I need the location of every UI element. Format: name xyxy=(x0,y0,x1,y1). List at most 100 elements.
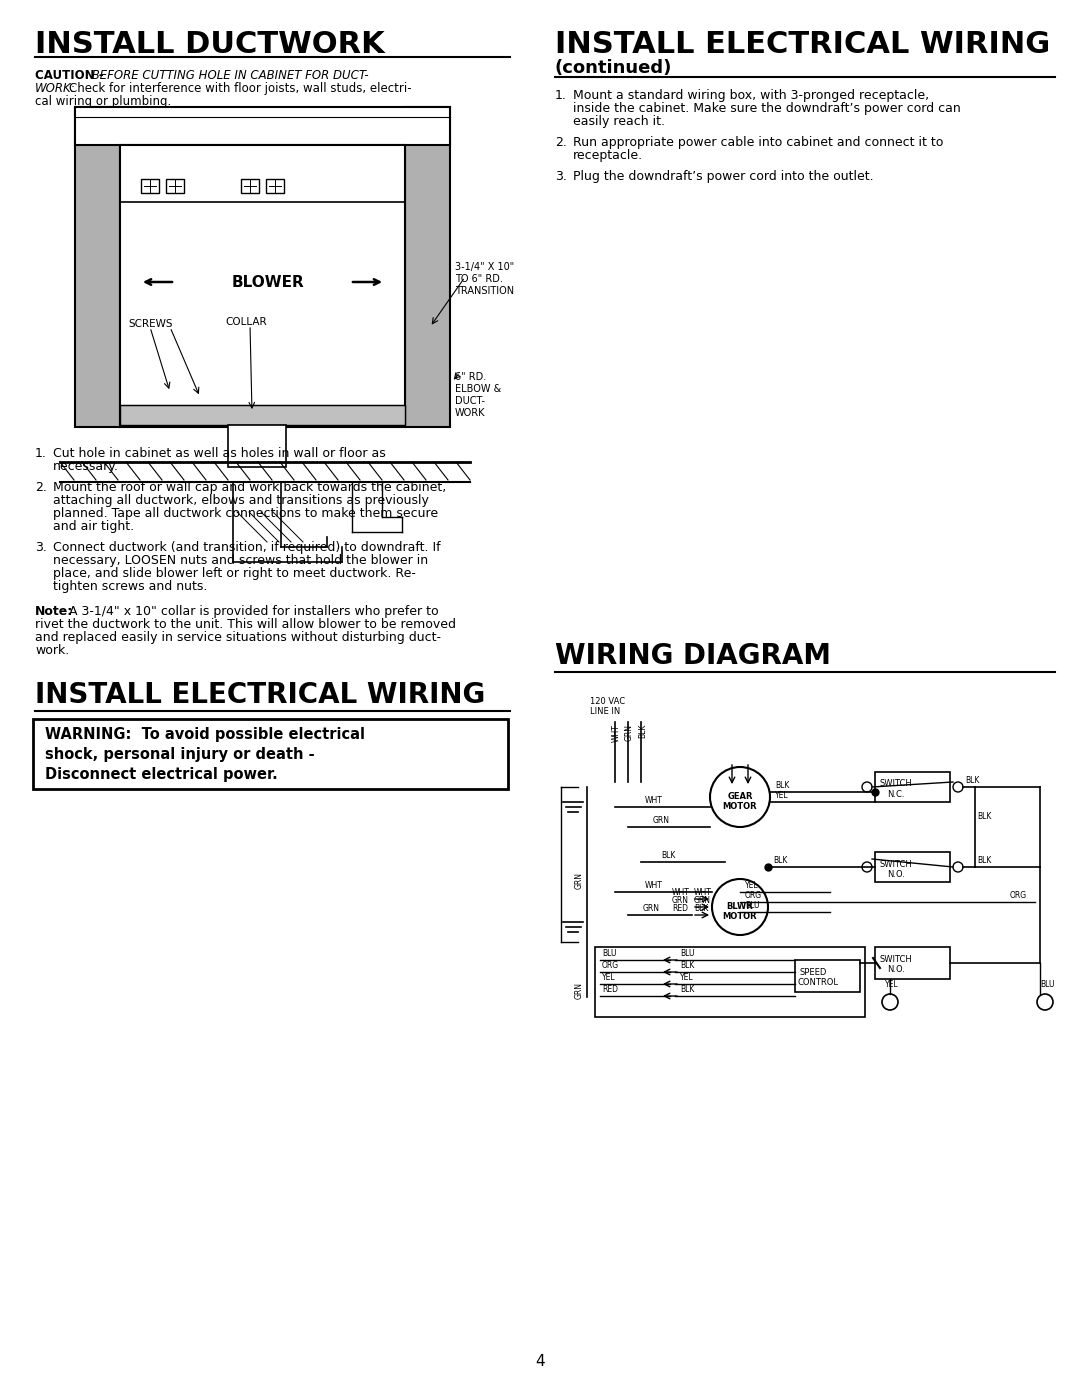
Text: WHT: WHT xyxy=(694,888,712,897)
Bar xyxy=(141,179,159,193)
Text: work.: work. xyxy=(35,644,69,657)
Bar xyxy=(120,405,405,425)
Text: YEL: YEL xyxy=(885,981,899,989)
Text: and replaced easily in service situations without disturbing duct-: and replaced easily in service situation… xyxy=(35,631,441,644)
Ellipse shape xyxy=(710,767,770,827)
Text: BLK: BLK xyxy=(775,781,789,789)
Text: Note:: Note: xyxy=(35,605,73,617)
Text: BEFORE CUTTING HOLE IN CABINET FOR DUCT-: BEFORE CUTTING HOLE IN CABINET FOR DUCT- xyxy=(87,68,368,82)
Text: 2.: 2. xyxy=(35,481,46,495)
Text: CAUTION -: CAUTION - xyxy=(35,68,104,82)
Text: (continued): (continued) xyxy=(555,59,673,77)
Text: A 3-1/4" x 10" collar is provided for installers who prefer to: A 3-1/4" x 10" collar is provided for in… xyxy=(65,605,438,617)
Text: WHT: WHT xyxy=(672,888,690,897)
Text: RED: RED xyxy=(602,985,618,995)
Text: SWITCH: SWITCH xyxy=(880,861,913,869)
Bar xyxy=(241,179,259,193)
Text: YEL: YEL xyxy=(602,972,616,982)
Text: BLK: BLK xyxy=(680,985,694,995)
Bar xyxy=(795,960,860,992)
Text: TRANSITION: TRANSITION xyxy=(455,286,514,296)
Text: receptacle.: receptacle. xyxy=(573,149,643,162)
Bar xyxy=(875,773,950,802)
Text: GRN: GRN xyxy=(672,895,689,905)
Text: YEL: YEL xyxy=(680,972,693,982)
Text: Mount a standard wiring box, with 3-pronged receptacle,: Mount a standard wiring box, with 3-pron… xyxy=(573,89,929,102)
Text: 1.: 1. xyxy=(555,89,567,102)
Text: easily reach it.: easily reach it. xyxy=(573,115,665,129)
Text: COLLAR: COLLAR xyxy=(225,317,267,327)
Text: WARNING:  To avoid possible electrical: WARNING: To avoid possible electrical xyxy=(45,726,365,742)
Text: BLK: BLK xyxy=(694,904,708,914)
Text: WHT: WHT xyxy=(645,882,663,890)
Text: ORG: ORG xyxy=(1010,891,1027,900)
Text: tighten screws and nuts.: tighten screws and nuts. xyxy=(53,580,207,592)
Text: 3.: 3. xyxy=(555,170,567,183)
Text: SWITCH: SWITCH xyxy=(880,780,913,788)
Text: 1.: 1. xyxy=(35,447,46,460)
Text: ORG: ORG xyxy=(602,961,619,970)
Text: BLK: BLK xyxy=(773,856,787,865)
Text: BLWR: BLWR xyxy=(727,902,754,911)
Circle shape xyxy=(862,782,872,792)
Text: GRN: GRN xyxy=(643,904,660,914)
Bar xyxy=(120,145,405,427)
Text: shock, personal injury or death -: shock, personal injury or death - xyxy=(45,747,314,761)
Text: Plug the downdraft’s power cord into the outlet.: Plug the downdraft’s power cord into the… xyxy=(573,170,874,183)
Ellipse shape xyxy=(712,879,768,935)
Bar xyxy=(595,947,865,1017)
Text: N.O.: N.O. xyxy=(887,965,905,974)
Text: BLK: BLK xyxy=(638,724,647,739)
Text: RED: RED xyxy=(672,904,688,914)
Text: BLU: BLU xyxy=(680,949,694,958)
Text: Run appropriate power cable into cabinet and connect it to: Run appropriate power cable into cabinet… xyxy=(573,136,943,149)
Text: N.C.: N.C. xyxy=(887,789,905,799)
Text: BLK: BLK xyxy=(966,775,980,785)
Text: BLK: BLK xyxy=(977,812,991,821)
Text: CONTROL: CONTROL xyxy=(798,978,839,988)
Text: GEAR: GEAR xyxy=(727,792,753,800)
Text: Cut hole in cabinet as well as holes in wall or floor as: Cut hole in cabinet as well as holes in … xyxy=(53,447,386,460)
Text: Connect ductwork (and transition, if required) to downdraft. If: Connect ductwork (and transition, if req… xyxy=(53,541,441,555)
Bar xyxy=(405,108,450,427)
Text: WIRING DIAGRAM: WIRING DIAGRAM xyxy=(555,643,831,671)
Text: BLU: BLU xyxy=(602,949,617,958)
Text: MOTOR: MOTOR xyxy=(723,802,757,812)
Text: 6" RD.: 6" RD. xyxy=(455,372,486,381)
Bar xyxy=(33,719,508,789)
Bar xyxy=(875,947,950,979)
Bar xyxy=(166,179,184,193)
Bar xyxy=(228,425,286,467)
Text: rivet the ductwork to the unit. This will allow blower to be removed: rivet the ductwork to the unit. This wil… xyxy=(35,617,456,631)
Text: YEL: YEL xyxy=(745,882,758,890)
Text: INSTALL DUCTWORK: INSTALL DUCTWORK xyxy=(35,29,384,59)
Text: Check for interference with floor joists, wall studs, electri-: Check for interference with floor joists… xyxy=(69,82,411,95)
Text: BLK: BLK xyxy=(661,851,675,861)
Text: MOTOR: MOTOR xyxy=(723,912,757,921)
Text: attaching all ductwork, elbows and transitions as previously: attaching all ductwork, elbows and trans… xyxy=(53,495,429,507)
Circle shape xyxy=(953,862,963,872)
Text: BLU: BLU xyxy=(745,901,759,909)
Text: N.O.: N.O. xyxy=(887,870,905,879)
Text: BLU: BLU xyxy=(1040,981,1054,989)
Circle shape xyxy=(1037,995,1053,1010)
Text: WORK: WORK xyxy=(455,408,486,418)
Text: SWITCH: SWITCH xyxy=(880,956,913,964)
Text: GRN: GRN xyxy=(575,872,584,888)
Bar xyxy=(75,108,450,145)
Circle shape xyxy=(882,995,897,1010)
Text: cal wiring or plumbing.: cal wiring or plumbing. xyxy=(35,95,172,108)
Text: GRN: GRN xyxy=(694,895,711,905)
Text: WHT: WHT xyxy=(645,796,663,805)
Text: GRN: GRN xyxy=(653,816,670,826)
Text: SCREWS: SCREWS xyxy=(129,319,173,330)
Text: SPEED: SPEED xyxy=(800,968,827,977)
Bar xyxy=(266,179,284,193)
Text: 120 VAC: 120 VAC xyxy=(590,697,625,705)
Text: DUCT-: DUCT- xyxy=(455,395,485,407)
Text: Mount the roof or wall cap and work back towards the cabinet,: Mount the roof or wall cap and work back… xyxy=(53,481,446,495)
Text: place, and slide blower left or right to meet ductwork. Re-: place, and slide blower left or right to… xyxy=(53,567,416,580)
Text: YEL: YEL xyxy=(775,791,788,800)
Circle shape xyxy=(862,862,872,872)
Text: BLK: BLK xyxy=(680,961,694,970)
